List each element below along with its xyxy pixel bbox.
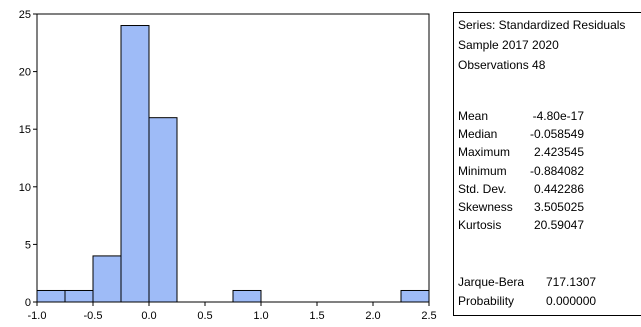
stat-label: Minimum — [458, 163, 507, 178]
x-tick-label: 2.0 — [365, 310, 380, 322]
stat-value: 0.000000 — [546, 294, 597, 308]
histogram-bar — [148, 117, 178, 303]
stat-value: -0.884082 — [529, 163, 584, 178]
statistics-table: Mean -4.80e-17 Median -0.058549 Maximum 2.4… — [458, 107, 584, 234]
y-tick-label: 0 — [25, 297, 31, 309]
sample-line: Sample 2017 2020 — [458, 38, 559, 52]
x-tick-label: -1.0 — [28, 310, 47, 322]
x-tick-label: 2.5 — [421, 310, 436, 322]
histogram-bar — [400, 289, 430, 303]
stat-row-kurtosis: Kurtosis 20.59047 — [458, 216, 584, 234]
stat-row-std-dev: Std. Dev. 0.442286 — [458, 180, 584, 198]
stat-value: -4.80e-17 — [532, 109, 584, 124]
histogram-bar — [232, 289, 262, 303]
x-tick-label: -0.5 — [84, 310, 103, 322]
y-tick-label: 20 — [19, 67, 31, 79]
stat-label: Median — [458, 127, 498, 142]
stat-label: Maximum — [458, 145, 511, 160]
stat-value: 3.505025 — [533, 200, 584, 215]
histogram-chart: 0 5 10 15 20 25 -1.0 -0.5 0.0 0.5 1.0 1.5 2.0 2.5 — [19, 9, 437, 322]
stat-label: Jarque-Bera — [458, 275, 525, 289]
y-tick-label: 10 — [19, 182, 31, 194]
stat-value: 20.59047 — [533, 218, 584, 233]
stat-row-median: Median -0.058549 — [458, 125, 584, 143]
stat-label: Mean — [458, 109, 489, 124]
stat-row-maximum: Maximum 2.423545 — [458, 143, 584, 161]
normality-test-table: Jarque-Bera 717.1307 Probability 0.000000 — [458, 273, 596, 311]
stat-value: 0.442286 — [533, 181, 584, 196]
stat-value: 2.423545 — [533, 145, 584, 160]
stat-label: Std. Dev. — [458, 181, 507, 196]
stat-row-skewness: Skewness 3.505025 — [458, 198, 584, 216]
x-tick-label: 1.0 — [253, 310, 268, 322]
stat-value: -0.058549 — [529, 127, 584, 142]
x-tick-label: 0.0 — [141, 310, 156, 322]
y-tick-label: 15 — [19, 124, 31, 136]
y-tick-label: 5 — [25, 239, 31, 251]
descriptive-statistics-panel: Series: Standardized Residuals Sample 20… — [453, 12, 641, 316]
stat-label: Probability — [458, 294, 515, 308]
histogram-bar — [64, 289, 94, 303]
stat-row-minimum: Minimum -0.884082 — [458, 162, 584, 180]
plot-frame — [36, 13, 430, 303]
observations-line: Observations 48 — [458, 58, 546, 72]
series-line: Series: Standardized Residuals — [458, 18, 626, 32]
x-tick-label: 0.5 — [197, 310, 212, 322]
x-tick-label: 1.5 — [309, 310, 324, 322]
stat-label: Skewness — [458, 200, 513, 215]
stat-row-probability: Probability 0.000000 — [458, 292, 596, 311]
stat-value: 717.1307 — [546, 275, 597, 289]
histogram-bar — [120, 25, 150, 303]
histogram-bar — [92, 255, 122, 303]
y-tick-label: 25 — [19, 9, 31, 21]
histogram-bar — [36, 289, 66, 303]
stat-label: Kurtosis — [458, 218, 502, 233]
stat-row-jarque-bera: Jarque-Bera 717.1307 — [458, 273, 596, 292]
stat-row-mean: Mean -4.80e-17 — [458, 107, 584, 125]
